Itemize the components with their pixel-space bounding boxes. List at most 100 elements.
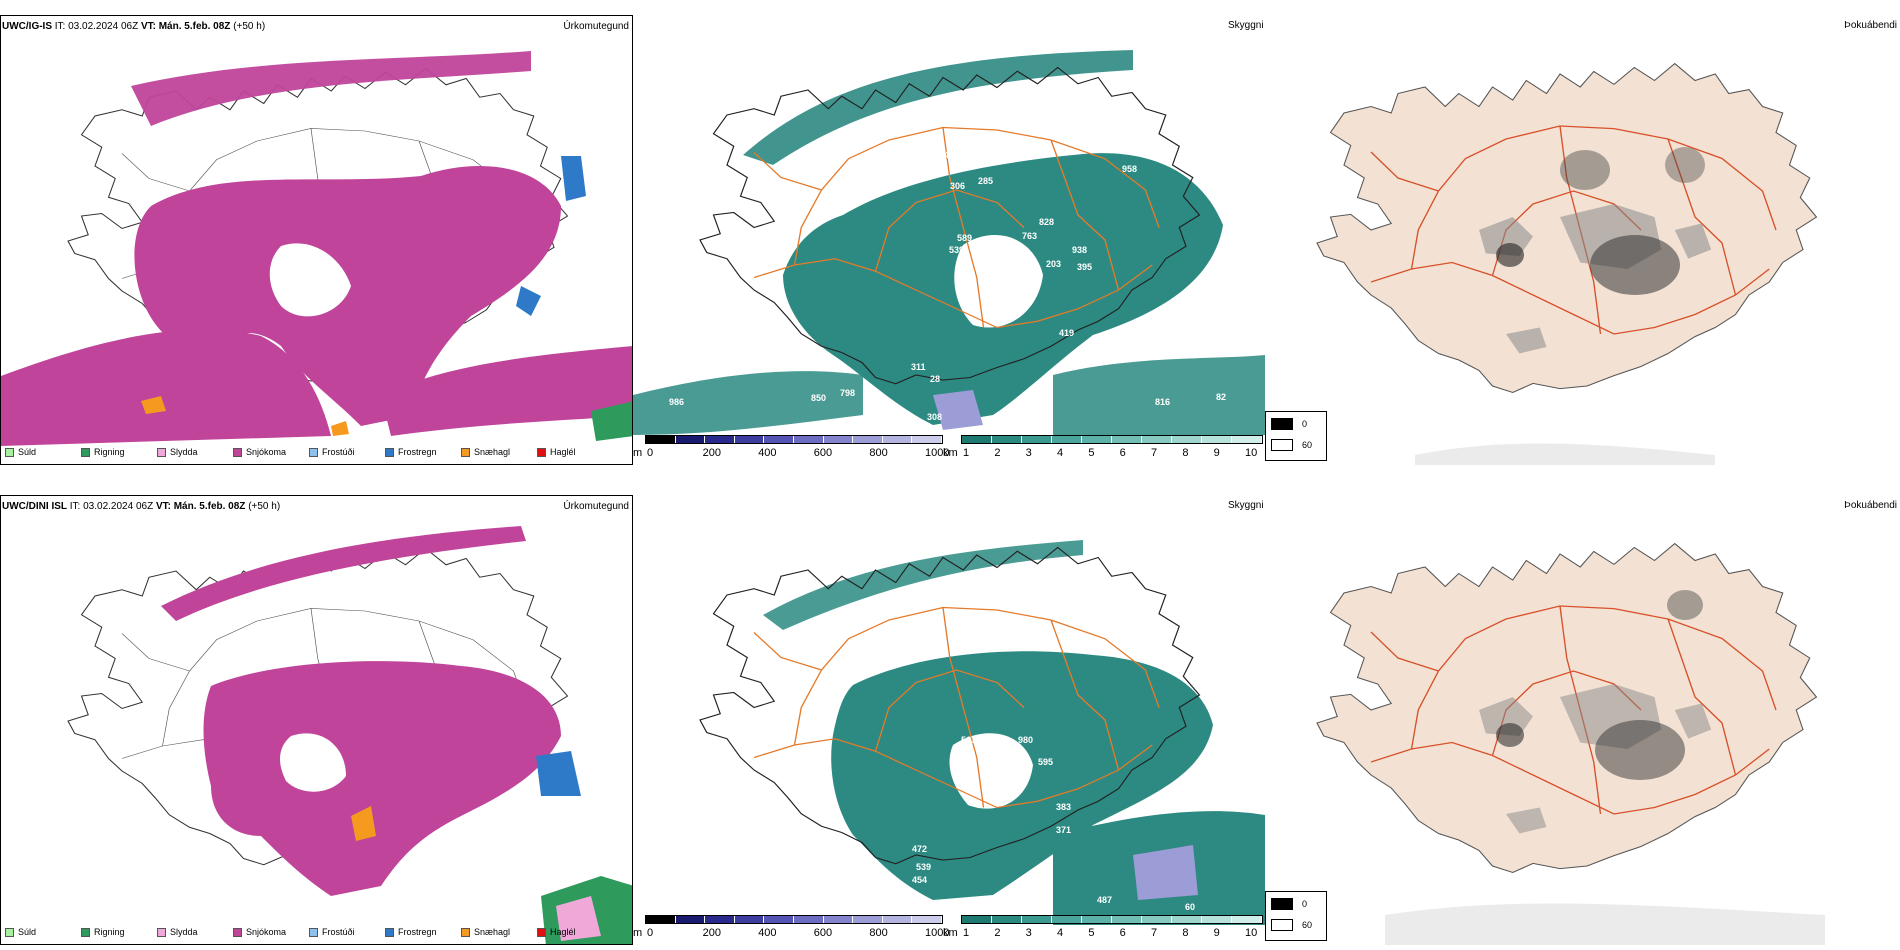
- legend-swatch: [5, 927, 14, 937]
- colorbar-tick: 600: [813, 447, 833, 459]
- visibility-value-label: 479: [865, 404, 880, 414]
- precip-legend-item: Slydda: [157, 924, 233, 940]
- legend-label: Haglél: [550, 927, 576, 937]
- visibility-value-label: 850: [811, 393, 826, 403]
- colorbar-tick: 3: [1025, 447, 1032, 459]
- visibility-value-label: 82: [1216, 392, 1226, 402]
- fog-legend-row2: 0 60: [1265, 891, 1327, 941]
- legend-swatch: [461, 927, 470, 937]
- legend-swatch: [5, 447, 14, 457]
- legend-label: Slydda: [170, 927, 198, 937]
- colorbar-tick: 9: [1213, 927, 1220, 939]
- visibility-value-label: 798: [840, 388, 855, 398]
- fog-map: [1316, 542, 1825, 945]
- precip-legend-item: Rigning: [81, 444, 157, 460]
- field-name-visibility: Skyggni: [1228, 500, 1264, 511]
- precip-legend-item: Frostúði: [309, 444, 385, 460]
- visibility-value-label: 260: [964, 137, 979, 147]
- colorbar-tick: 2: [994, 927, 1001, 939]
- legend-label: Súld: [18, 447, 37, 457]
- precip-legend-item: Rigning: [81, 924, 157, 940]
- colorbar-tick: 8: [1182, 927, 1189, 939]
- precip-panel-row2: UWC/DINI ISL IT: 03.02.2024 06Z VT: Mán.…: [0, 495, 633, 945]
- visibility-value-label: 539: [949, 245, 964, 255]
- precip-legend: Súld Rigning Slydda Snjókoma Frostúði Frostre…: [5, 444, 613, 460]
- precip-legend-item: Frostregn: [385, 444, 461, 460]
- precip-map: [1, 51, 632, 446]
- visibility-value-label: 306: [950, 181, 965, 191]
- legend-label: Frostúði: [322, 927, 355, 937]
- legend-label: Haglél: [550, 447, 576, 457]
- precip-legend-item: Frostregn: [385, 924, 461, 940]
- legend-swatch: [385, 927, 394, 937]
- colorbar-m-row1: m 0 200 400 600 800 1000: [633, 433, 949, 465]
- colorbar-tick: 1000: [925, 447, 950, 459]
- legend-label: Rigning: [94, 927, 125, 937]
- legend-label: Slydda: [170, 447, 198, 457]
- visibility-value-label: 311: [911, 362, 926, 372]
- field-name-fog: Þokuábendi: [1844, 500, 1897, 511]
- colorbar-km-row2: km 1 2 3 4 5 6 7 8 9 10: [943, 913, 1265, 945]
- colorbar-tick: 1: [963, 447, 970, 459]
- visibility-value-label: 248: [939, 150, 954, 160]
- visibility-value-label: 203: [1046, 259, 1061, 269]
- field-name-fog: Þokuábendi: [1844, 20, 1897, 31]
- precip-map: [67, 526, 632, 944]
- panel-header: UWC/IG-IS IT: 03.02.2024 06Z VT: Mán. 5.…: [2, 21, 266, 32]
- visibility-value-label: 931: [952, 747, 967, 757]
- visibility-value-label: 938: [1072, 245, 1087, 255]
- precip-legend-item: Haglél: [537, 924, 613, 940]
- field-name-visibility: Skyggni: [1228, 20, 1264, 31]
- precip-legend-item: Frostúði: [309, 924, 385, 940]
- colorbar-tick: 400: [758, 447, 777, 459]
- colorbar-tick: 7: [1151, 447, 1158, 459]
- precip-legend-item: Snæhagl: [461, 444, 537, 460]
- colorbar-tick: 10: [1245, 927, 1258, 939]
- colorbar-tick: 600: [813, 927, 833, 939]
- colorbar-tick: 400: [758, 927, 777, 939]
- colorbar-tick: 3: [1025, 927, 1032, 939]
- legend-label: Snæhagl: [474, 447, 511, 457]
- colorbar-tick: 200: [702, 927, 721, 939]
- legend-swatch: [537, 447, 546, 457]
- visibility-value-label: 589: [957, 233, 972, 243]
- legend-swatch: [309, 447, 318, 457]
- precip-panel-row1: UWC/IG-IS IT: 03.02.2024 06Z VT: Mán. 5.…: [0, 15, 633, 465]
- visibility-value-label: 395: [1077, 262, 1092, 272]
- colorbar-tick: 4: [1057, 447, 1064, 459]
- panel-header: UWC/DINI ISL IT: 03.02.2024 06Z VT: Mán.…: [2, 501, 281, 512]
- visibility-value-label: 28: [930, 374, 940, 384]
- precip-legend-item: Haglél: [537, 444, 613, 460]
- precip-legend-item: Súld: [5, 924, 81, 940]
- visibility-value-label: 763: [1022, 231, 1037, 241]
- colorbar-tick: 0: [647, 447, 654, 459]
- legend-swatch: [309, 927, 318, 937]
- colorbar-tick: 2: [994, 447, 1001, 459]
- visibility-value-label: 60: [1185, 902, 1195, 912]
- colorbar-tick: 5: [1088, 927, 1095, 939]
- colorbar-tick: 5: [1088, 447, 1095, 459]
- precip-legend-item: Slydda: [157, 444, 233, 460]
- visibility-value-label: 454: [912, 875, 927, 885]
- colorbar-tick: 800: [869, 927, 888, 939]
- field-name-precip: Úrkomutegund: [563, 21, 629, 32]
- visibility-value-label: 371: [1056, 825, 1071, 835]
- visibility-value-label: 308: [927, 412, 942, 422]
- legend-label: Snjókoma: [246, 927, 287, 937]
- visibility-value-label: 419: [1059, 328, 1074, 338]
- visibility-value-label: 305: [1000, 153, 1015, 163]
- legend-swatch: [233, 927, 242, 937]
- visibility-value-label: 980: [1018, 735, 1033, 745]
- precip-legend-item: Snjókoma: [233, 924, 309, 940]
- legend-label: Snjókoma: [246, 447, 287, 457]
- fog-panel-row1: Þokuábendi: [1265, 15, 1900, 465]
- fog-legend-row1: 0 60: [1265, 411, 1327, 461]
- legend-swatch: [81, 927, 90, 937]
- legend-swatch: [537, 927, 546, 937]
- colorbar-km-row1: km 1 2 3 4 5 6 7 8 9 10: [943, 433, 1265, 465]
- legend-label: Frostúði: [322, 447, 355, 457]
- legend-swatch: [461, 447, 470, 457]
- colorbar-tick: 0: [647, 927, 654, 939]
- colorbar-tick: 8: [1182, 447, 1189, 459]
- legend-label: Frostregn: [398, 447, 437, 457]
